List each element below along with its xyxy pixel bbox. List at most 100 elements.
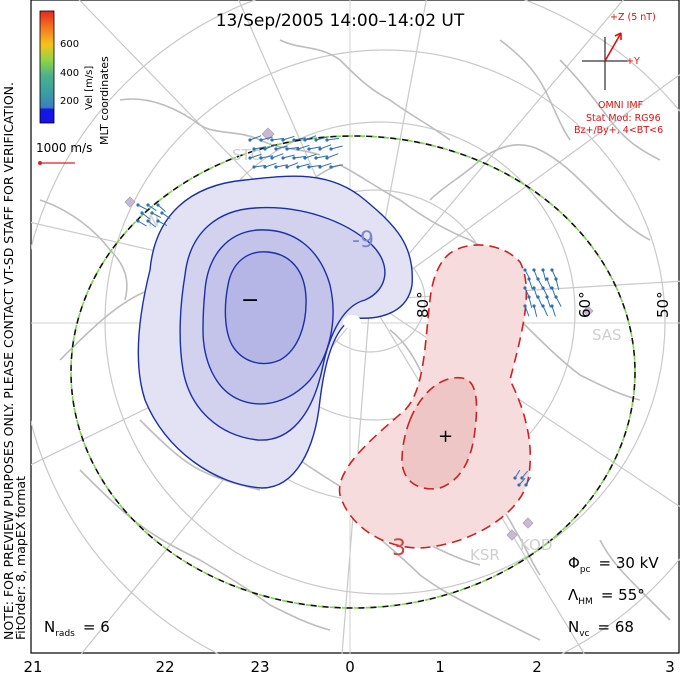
velocity-vector xyxy=(293,137,306,141)
velocity-vector xyxy=(555,278,560,290)
velocity-vector-origin xyxy=(532,268,536,272)
imf-z-label: +Z (5 nT) xyxy=(610,12,656,23)
velocity-vector xyxy=(304,153,317,159)
station-label: N xyxy=(148,212,159,230)
velocity-vector xyxy=(326,137,339,141)
mlt-tick: 23 xyxy=(250,658,269,674)
velocity-vector-origin xyxy=(259,138,263,142)
velocity-vector-origin xyxy=(150,211,154,215)
velocity-vector-origin xyxy=(524,483,528,487)
velocity-vector xyxy=(528,296,533,308)
pos-contour-inner xyxy=(401,377,478,490)
fit-order-note: FitOrder: 8, mapEX format xyxy=(13,476,28,640)
pos-contour-label: 3 xyxy=(392,536,406,561)
velocity-vector xyxy=(282,154,295,159)
velocity-vector xyxy=(137,220,147,227)
imf-model-line1: Stat Mod: RG96 xyxy=(586,113,661,124)
velocity-vector-origin xyxy=(318,147,322,151)
velocity-vector-origin xyxy=(274,165,278,169)
velocity-vector-origin xyxy=(140,211,144,215)
station-label: SAS xyxy=(592,326,622,344)
velocity-vector-origin xyxy=(263,147,267,151)
velocity-vector-origin xyxy=(329,147,333,151)
velocity-vector-origin xyxy=(318,165,322,169)
velocity-vector xyxy=(151,212,162,219)
velocity-vector-origin xyxy=(527,295,531,299)
velocity-vector xyxy=(271,137,284,141)
colorbar-unit: Vel [m/s] xyxy=(84,66,95,110)
velocity-vector xyxy=(315,136,328,141)
hm-latitude: ΛHM = 55° xyxy=(568,586,645,607)
imf-vector xyxy=(604,32,622,62)
velocity-vector xyxy=(551,305,556,317)
velocity-vector-origin xyxy=(307,165,311,169)
neg-potential-center: − xyxy=(241,288,259,313)
hm-boundary-green xyxy=(70,135,636,609)
velocity-vector xyxy=(157,220,168,227)
velocity-vector-origin xyxy=(160,211,164,215)
velocity-vector-origin xyxy=(554,295,558,299)
velocity-vector xyxy=(249,135,262,141)
scale-vector: 1000 m/s xyxy=(36,141,92,165)
velocity-vector-origin xyxy=(270,156,274,160)
negative-potential-cell: -9 − xyxy=(137,175,413,489)
velocity-vector-origin xyxy=(536,277,540,281)
velocity-vector-origin xyxy=(550,268,554,272)
velocity-vector-origin xyxy=(259,156,263,160)
velocity-vector-origin xyxy=(136,219,140,223)
velocity-vector xyxy=(282,135,295,141)
latitude-label: 50° xyxy=(654,291,672,318)
velocity-vector-origin xyxy=(307,147,311,151)
imf-model-line2: Bz+/By+, 4<BT<6 xyxy=(574,125,663,136)
latitude-label: 60° xyxy=(576,291,594,318)
velocity-vector xyxy=(147,204,157,212)
preview-note: NOTE: FOR PREVIEW PURPOSES ONLY. PLEASE … xyxy=(1,82,16,640)
velocity-vector xyxy=(304,135,317,141)
fit-statistics: Φpc = 30 kV ΛHM = 55° Nvc = 68 Nrads = 6 xyxy=(44,554,659,639)
velocity-vector xyxy=(275,164,288,168)
velocity-vector-origin xyxy=(541,304,545,308)
velocity-vector-origin xyxy=(146,219,150,223)
velocity-vector xyxy=(264,162,277,168)
velocity-vector xyxy=(326,153,339,159)
velocity-vector-origin xyxy=(252,147,256,151)
velocity-vector-origin xyxy=(146,203,150,207)
velocity-vector-origin xyxy=(554,277,558,281)
velocity-vector-origin xyxy=(248,138,252,142)
velocity-vector xyxy=(330,145,343,150)
velocity-vector-origin xyxy=(285,165,289,169)
station-label: KOD xyxy=(520,536,552,554)
velocity-vector-origin xyxy=(545,277,549,281)
velocity-vector-origin xyxy=(296,147,300,151)
velocity-vector-origin xyxy=(252,165,256,169)
velocity-vector-origin xyxy=(532,286,536,290)
radar-site-marker xyxy=(522,517,534,529)
velocity-vector xyxy=(330,164,343,168)
pos-potential-center: + xyxy=(438,426,453,447)
mlt-tick: 0 xyxy=(345,658,355,674)
velocity-vector xyxy=(260,155,273,159)
velocity-vector-origin xyxy=(296,165,300,169)
velocity-vector xyxy=(319,162,332,168)
colorbar-gradient xyxy=(39,10,55,124)
velocity-vector xyxy=(264,144,277,150)
velocity-vector xyxy=(271,153,284,159)
velocity-vector-origin xyxy=(314,156,318,160)
velocity-vector-origin xyxy=(527,277,531,281)
station-label: KSR xyxy=(470,546,500,564)
velocity-vector-origin xyxy=(536,295,540,299)
velocity-vector xyxy=(286,146,299,150)
radar-site-marker xyxy=(506,529,518,541)
velocity-vector xyxy=(319,144,332,150)
velocity-vector-origin xyxy=(550,304,554,308)
mlt-tick-labels: 21 22 23 0 1 2 3 xyxy=(23,658,674,674)
velocity-vector xyxy=(308,146,321,150)
velocity-vector-origin xyxy=(281,156,285,160)
vector-count: Nvc = 68 xyxy=(568,618,634,639)
velocity-vector xyxy=(141,212,151,220)
velocity-vector xyxy=(260,136,273,141)
velocity-vector xyxy=(253,146,266,150)
mlt-tick: 2 xyxy=(532,658,542,674)
velocity-vector-origin xyxy=(248,156,252,160)
velocity-vector-origin xyxy=(292,156,296,160)
